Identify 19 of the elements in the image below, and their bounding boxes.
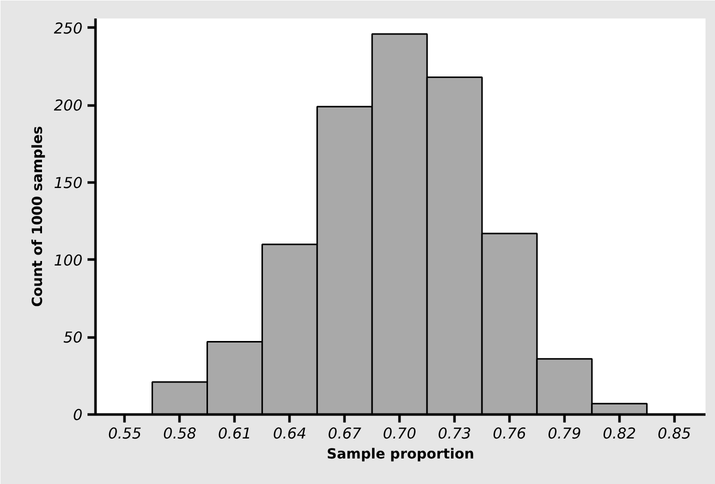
y-tick-label: 100 <box>54 251 83 270</box>
y-tick-label: 200 <box>54 96 83 115</box>
x-tick-label: 0.70 <box>382 424 416 442</box>
y-tick-label: 150 <box>54 174 83 192</box>
y-tick-label: 0 <box>72 406 83 424</box>
x-tick-label: 0.58 <box>163 424 196 442</box>
y-tick-label: 250 <box>54 19 83 38</box>
y-axis-title: Count of 1000 samples <box>30 126 46 307</box>
x-tick-label: 0.61 <box>218 424 252 442</box>
x-tick-label: 0.73 <box>438 424 472 442</box>
x-tick-label: 0.67 <box>328 424 362 442</box>
x-tick-label: 0.82 <box>602 424 636 442</box>
x-tick-label: 0.79 <box>548 424 582 442</box>
x-tick-label: 0.85 <box>658 424 692 442</box>
x-tick-label: 0.64 <box>272 424 306 442</box>
x-tick-label: 0.76 <box>492 424 526 442</box>
y-tick-label: 50 <box>63 328 83 347</box>
x-axis-title: Sample proportion <box>326 446 474 462</box>
x-tick-label: 0.55 <box>108 424 142 442</box>
